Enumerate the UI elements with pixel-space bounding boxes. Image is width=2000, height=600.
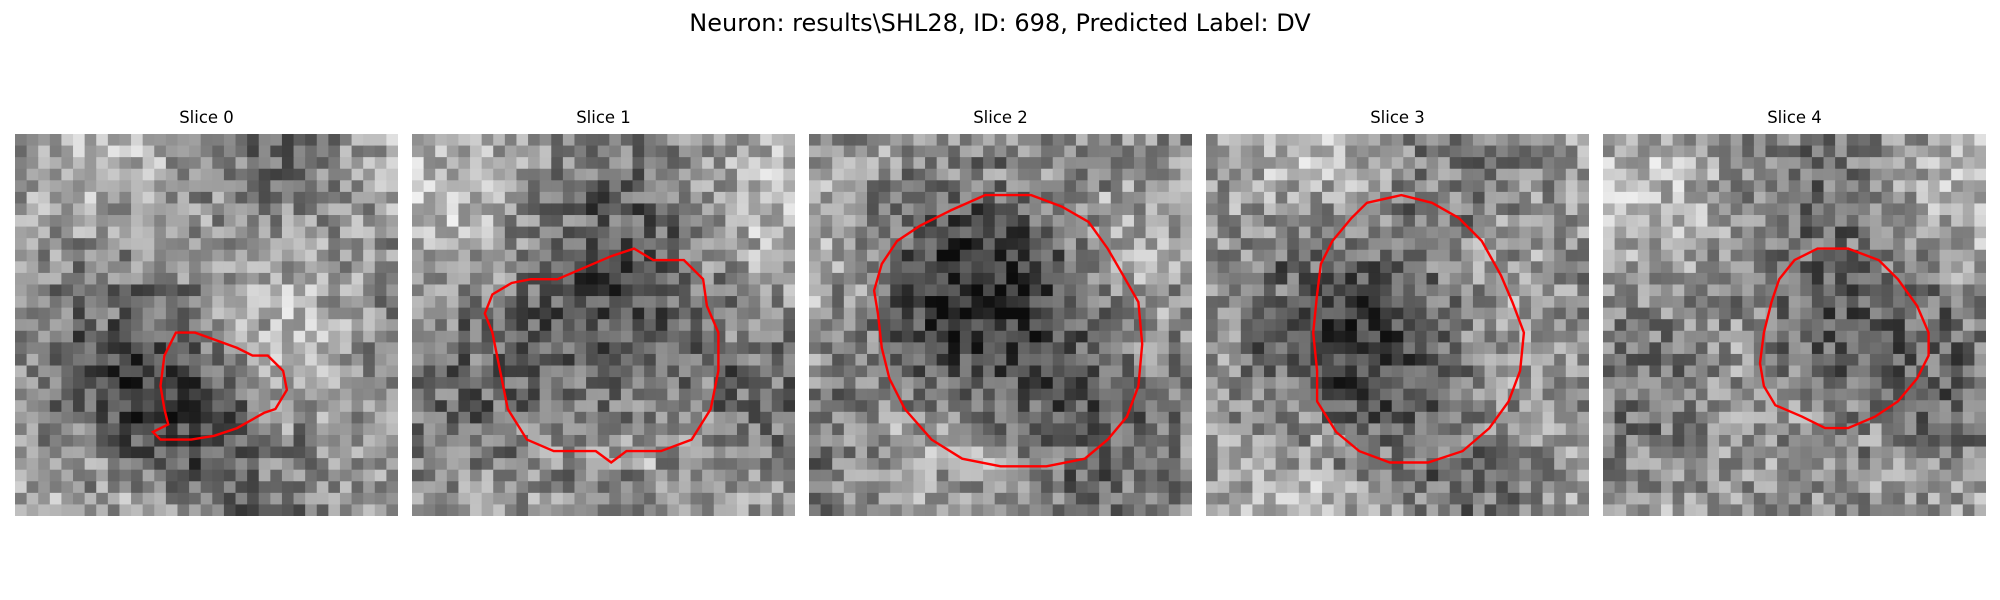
slice-image-3 <box>1206 134 1589 516</box>
slice-title-4: Slice 4 <box>1767 108 1822 127</box>
roi-contour <box>483 247 720 464</box>
slice-panel-3: Slice 3 <box>1206 106 1589 516</box>
slice-pixels <box>1603 134 1986 516</box>
slice-panel-4: Slice 4 <box>1603 106 1986 516</box>
slice-title-0: Slice 0 <box>179 108 234 127</box>
roi-contour <box>150 331 289 441</box>
roi-contour <box>872 193 1144 468</box>
slice-panel-0: Slice 0 <box>15 106 398 516</box>
slice-pixels <box>809 134 1192 516</box>
slice-title-2: Slice 2 <box>973 108 1028 127</box>
slice-image-1 <box>412 134 795 516</box>
roi-contour <box>1311 193 1526 464</box>
figure-title: Neuron: results\SHL28, ID: 698, Predicte… <box>689 9 1311 37</box>
slice-image-0 <box>15 134 398 516</box>
slice-pixels <box>1206 134 1589 516</box>
roi-contour <box>1758 247 1930 430</box>
slice-title-1: Slice 1 <box>576 108 631 127</box>
slice-title-3: Slice 3 <box>1370 108 1425 127</box>
slice-pixels <box>15 134 398 516</box>
slice-panel-2: Slice 2 <box>809 106 1192 516</box>
slice-panel-1: Slice 1 <box>412 106 795 516</box>
slice-pixels <box>412 134 795 516</box>
slice-image-2 <box>809 134 1192 516</box>
slice-image-4 <box>1603 134 1986 516</box>
